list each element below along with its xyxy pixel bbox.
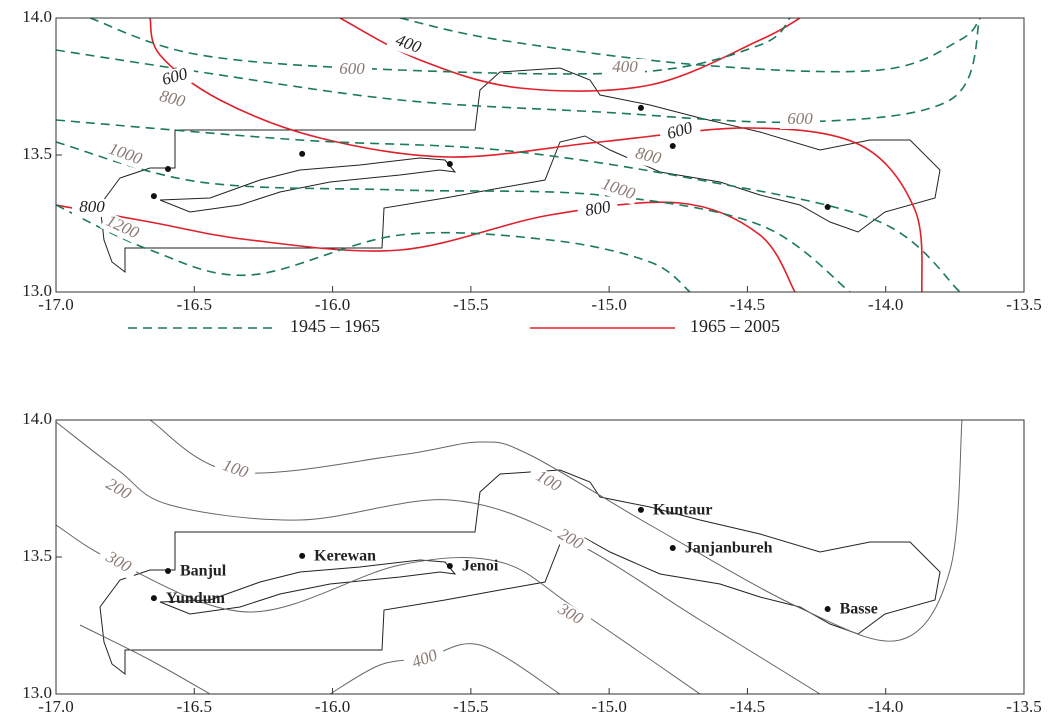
station-dot xyxy=(669,544,676,551)
station-dot xyxy=(150,193,157,200)
contour-label: 600 xyxy=(665,118,695,143)
label-bg xyxy=(96,545,140,581)
station-dot xyxy=(446,161,453,168)
x-tick-label: -16.5 xyxy=(177,295,212,314)
station-name: Banjul xyxy=(180,563,227,580)
contour-line xyxy=(329,643,561,694)
x-tick-label: -17.0 xyxy=(38,697,73,716)
x-tick-label: -15.5 xyxy=(453,697,488,716)
x-tick-label: -17.0 xyxy=(38,295,73,314)
station-dot xyxy=(637,104,644,111)
label-bg xyxy=(596,174,640,206)
x-tick-label: -14.0 xyxy=(868,295,903,314)
label-bg xyxy=(153,64,197,92)
label-bg xyxy=(526,464,570,500)
station-name: Kuntaur xyxy=(653,502,713,519)
y-tick-label: 13.0 xyxy=(22,683,52,702)
label-bg xyxy=(626,143,670,171)
station-dot xyxy=(824,606,831,613)
label-bg xyxy=(605,59,645,77)
station-dot xyxy=(299,150,306,157)
label-bg xyxy=(780,111,820,129)
y-tick-label: 13.5 xyxy=(22,546,52,565)
y-tick-label: 13.0 xyxy=(22,281,52,300)
contour-label: 600 xyxy=(787,109,813,128)
contour-line xyxy=(149,18,923,292)
label-bg xyxy=(658,118,702,146)
contour-line xyxy=(56,119,961,292)
station-dot xyxy=(446,563,453,570)
label-bg xyxy=(548,597,592,633)
x-tick-label: -15.0 xyxy=(591,295,626,314)
x-tick-label: -13.5 xyxy=(1006,295,1041,314)
label-bg xyxy=(72,199,112,217)
label-bg xyxy=(548,522,592,558)
label-bg xyxy=(103,139,147,171)
contour-line xyxy=(56,18,981,124)
x-tick-label: -16.5 xyxy=(177,697,212,716)
x-tick-label: -16.0 xyxy=(315,295,350,314)
contour-line xyxy=(89,18,791,75)
x-tick-label: -16.0 xyxy=(315,697,350,716)
station-dot xyxy=(824,204,831,211)
label-bg xyxy=(150,86,194,114)
station-name: Basse xyxy=(840,601,878,618)
country-outline xyxy=(99,67,941,274)
contour-line xyxy=(56,141,851,292)
label-bg xyxy=(332,61,372,79)
station-name: Yundum xyxy=(166,590,226,607)
contour-line xyxy=(339,18,801,92)
contour-line xyxy=(399,18,981,73)
station-dot xyxy=(150,595,157,602)
x-tick-label: -14.5 xyxy=(730,697,765,716)
label-bg xyxy=(576,197,620,223)
contour-label: 800 xyxy=(584,197,613,220)
contour-line xyxy=(149,420,963,642)
contour-line xyxy=(56,421,821,694)
contour-line xyxy=(56,201,796,292)
label-bg xyxy=(403,644,447,676)
contour-label: 800 xyxy=(634,143,664,168)
contour-label: 600 xyxy=(160,64,190,89)
x-tick-label: -13.5 xyxy=(1006,697,1041,716)
label-bg xyxy=(96,472,140,508)
river xyxy=(159,157,457,213)
label-bg xyxy=(386,29,430,61)
station-dot xyxy=(669,142,676,149)
x-tick-label: -14.0 xyxy=(868,697,903,716)
legend-label: 1945 – 1965 xyxy=(290,316,380,336)
station-name: Jenoi xyxy=(462,558,499,575)
contour-label: 800 xyxy=(79,197,105,216)
y-tick-label: 14.0 xyxy=(22,409,52,428)
station-dot xyxy=(299,552,306,559)
contour-line xyxy=(56,204,691,292)
contour-label: 600 xyxy=(339,59,365,78)
label-bg xyxy=(213,454,257,486)
station-name: Janjanbureh xyxy=(685,540,773,557)
river xyxy=(159,559,457,615)
station-dot xyxy=(165,165,172,172)
contour-line xyxy=(79,624,211,694)
plot-frame xyxy=(55,419,1025,695)
station-dot xyxy=(637,506,644,513)
country-outline xyxy=(99,469,941,676)
station-name: Kerewan xyxy=(314,548,376,565)
y-tick-label: 13.5 xyxy=(22,144,52,163)
legend-label: 1965 – 2005 xyxy=(690,316,780,336)
station-dot xyxy=(165,567,172,574)
x-tick-label: -14.5 xyxy=(730,295,765,314)
y-tick-label: 14.0 xyxy=(22,7,52,26)
x-tick-label: -15.5 xyxy=(453,295,488,314)
contour-label: 800 xyxy=(158,86,188,111)
label-bg xyxy=(100,211,144,245)
contour-label: 400 xyxy=(612,57,638,76)
contour-line xyxy=(56,524,701,694)
x-tick-label: -15.0 xyxy=(591,697,626,716)
